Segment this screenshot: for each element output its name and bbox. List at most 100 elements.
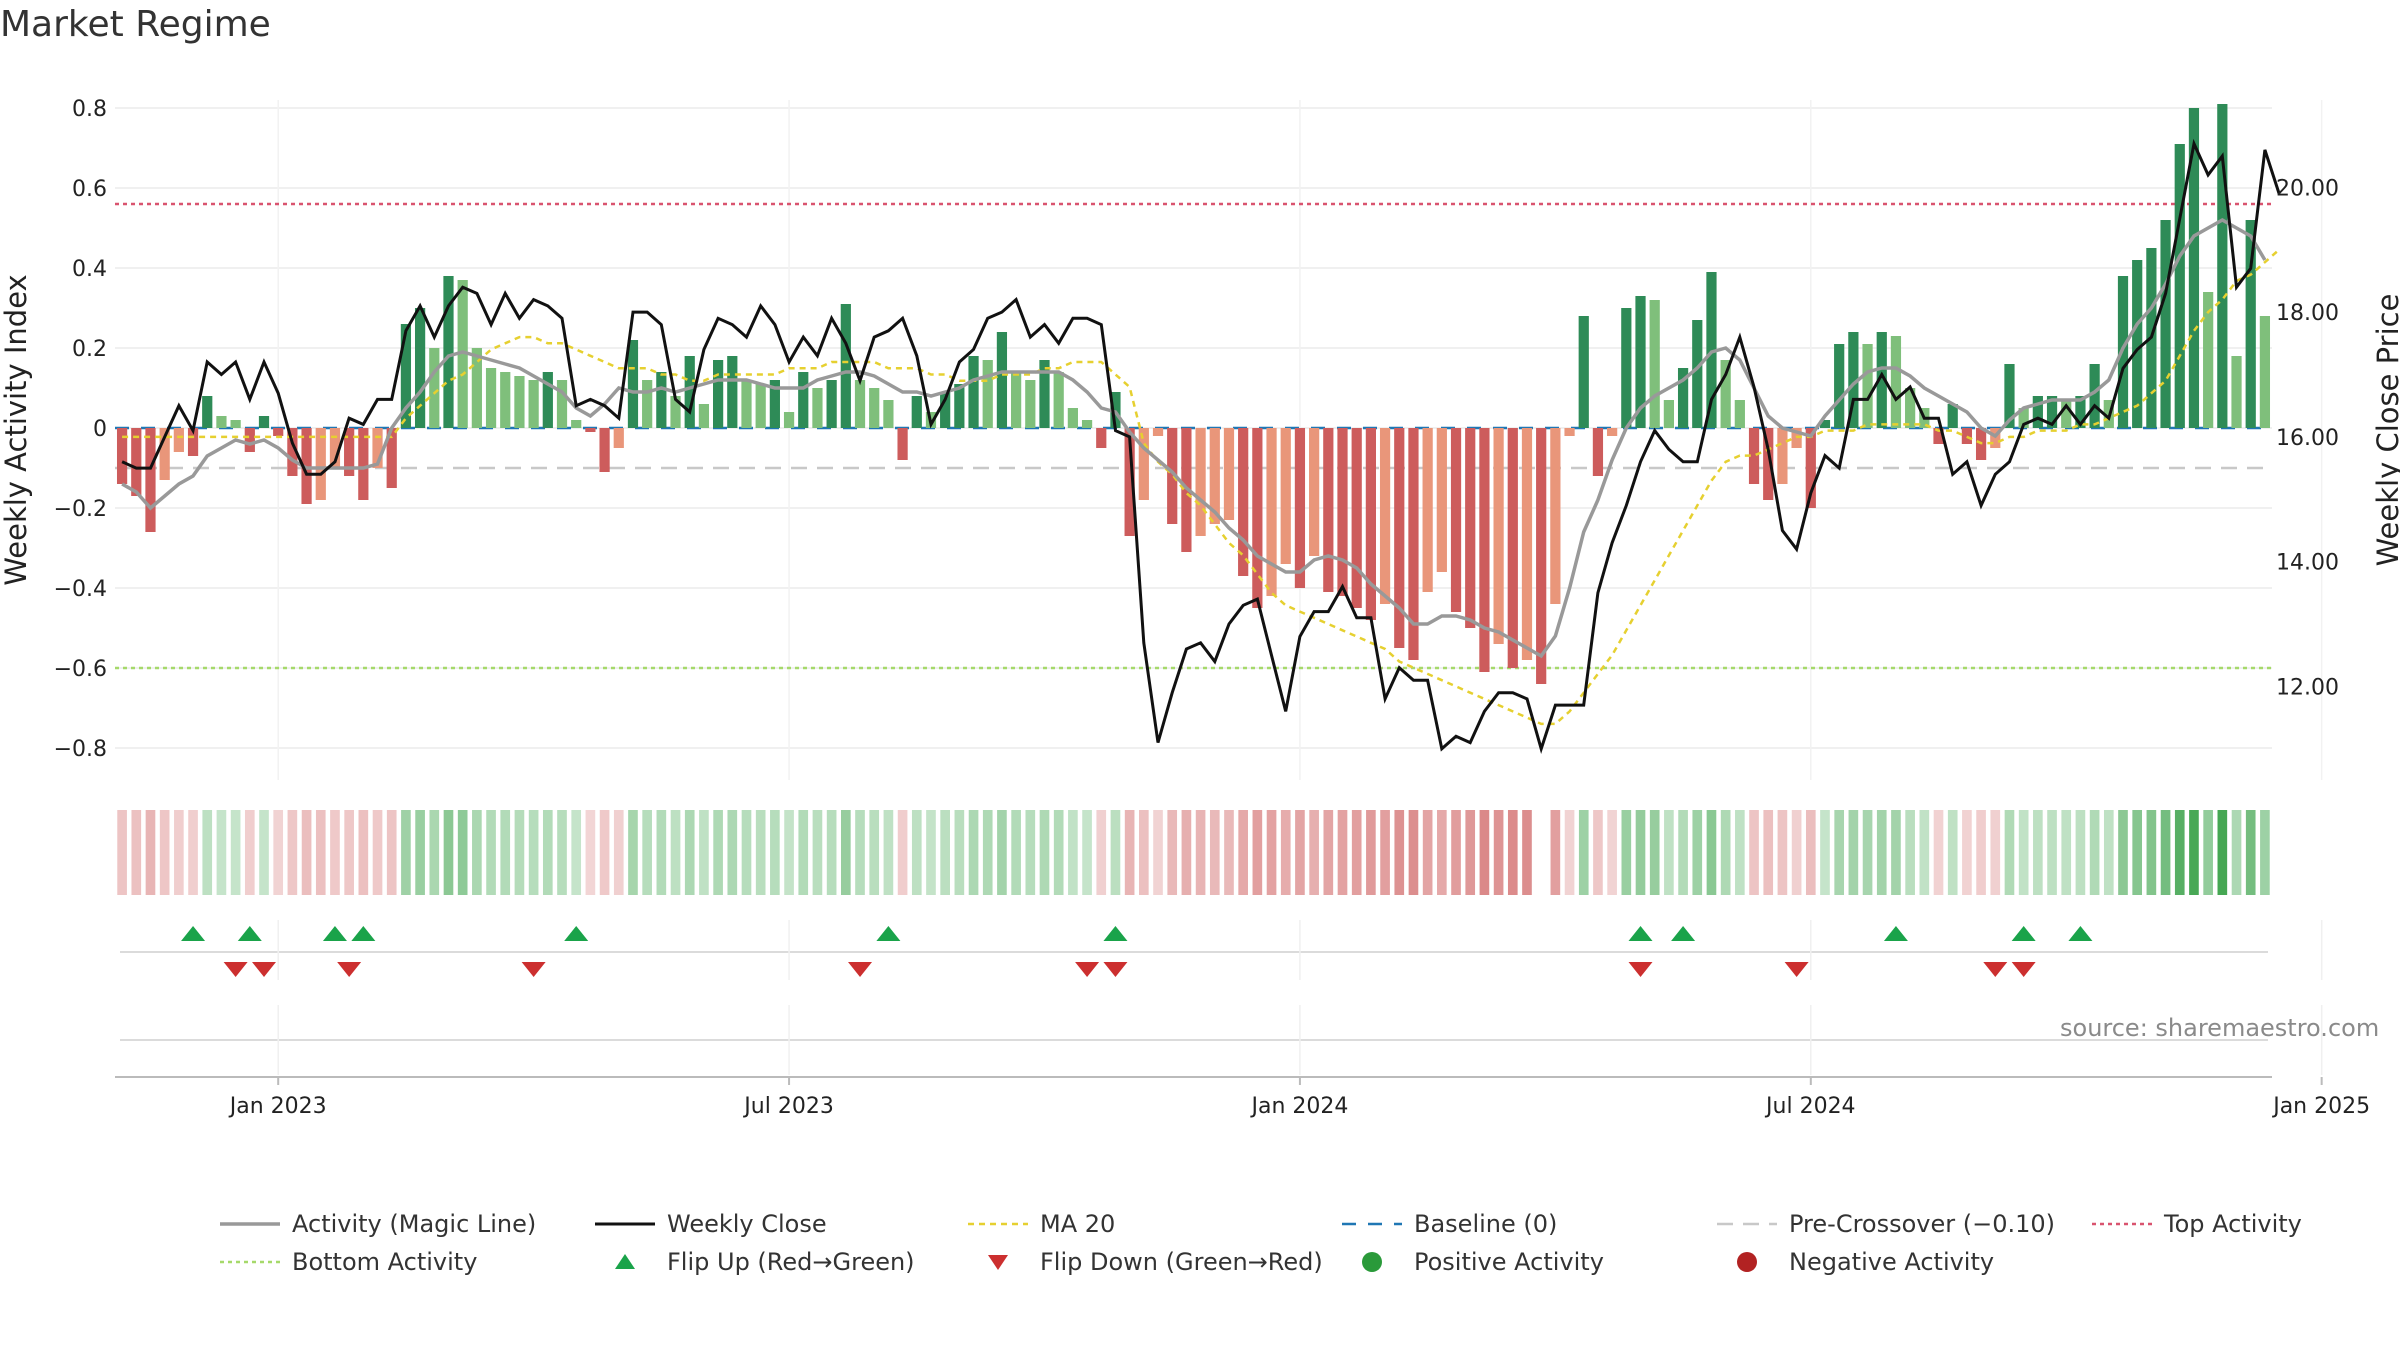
activity-bar <box>783 412 795 428</box>
activity-bar <box>897 428 908 460</box>
grid <box>115 100 2323 780</box>
regime-strip-cell <box>1209 810 1220 895</box>
activity-bar <box>2004 364 2015 428</box>
regime-strip-cell <box>2103 810 2114 895</box>
y-tick-label: −0.4 <box>54 577 107 602</box>
regime-strip-cell <box>528 810 539 895</box>
regime-strip-cell <box>670 810 681 895</box>
activity-bar <box>230 420 241 428</box>
regime-strip-cell <box>386 810 397 895</box>
activity-bar <box>528 380 539 428</box>
activity-bar <box>2174 144 2185 428</box>
activity-bar <box>372 428 383 468</box>
regime-strip-cell <box>883 810 894 895</box>
regime-strip-cell <box>2033 810 2043 895</box>
activity-bar <box>2203 292 2214 428</box>
regime-strip-cell <box>301 810 312 895</box>
activity-bar <box>1309 428 1320 556</box>
activity-bar <box>869 388 880 428</box>
reference-lines <box>115 202 2272 670</box>
regime-strip-cell <box>940 810 950 895</box>
y2-tick-label: 16.00 <box>2276 426 2339 451</box>
regime-strip-cell <box>1834 810 1845 895</box>
activity-bar <box>1763 428 1774 500</box>
regime-strip-cell <box>1195 810 1206 895</box>
regime-strip-cell <box>911 810 922 895</box>
y2-tick-label: 18.00 <box>2276 301 2339 326</box>
series-lines <box>121 138 2281 754</box>
regime-strip-cell <box>1039 810 1050 895</box>
activity-bar <box>1011 372 1022 428</box>
activity-bar <box>1422 428 1433 592</box>
activity-bar <box>1280 428 1291 564</box>
regime-strip-cell <box>1990 810 2001 895</box>
activity-bar <box>273 428 284 436</box>
activity-bar <box>1195 428 1206 536</box>
flip-up-marker <box>181 926 206 941</box>
flip-up-marker <box>237 926 262 941</box>
regime-strip-cell <box>897 810 908 895</box>
activity-bar <box>840 304 851 428</box>
regime-strip-cell <box>1791 810 1802 895</box>
regime-strip-cell <box>1295 810 1305 895</box>
activity-bar <box>344 428 355 476</box>
regime-strip-cell <box>1763 810 1774 895</box>
activity-bar <box>812 388 823 428</box>
activity-bar <box>500 372 511 428</box>
activity-bar <box>1266 428 1277 596</box>
regime-strip-cell <box>401 810 411 895</box>
regime-strip-cell <box>1167 810 1178 895</box>
flip-up-marker <box>1883 926 1908 941</box>
regime-strip-cell <box>1593 810 1603 895</box>
regime-strip-cell <box>1578 810 1589 895</box>
regime-strip <box>117 810 2270 895</box>
regime-strip-cell <box>330 810 340 895</box>
activity-bar <box>358 428 369 500</box>
regime-strip-cell <box>798 810 809 895</box>
regime-strip-cell <box>117 810 127 895</box>
activity-bar <box>769 380 780 428</box>
regime-strip-cell <box>1919 810 1930 895</box>
regime-strip-cell <box>812 810 823 895</box>
activity-bar <box>2160 220 2171 428</box>
activity-bar <box>315 428 326 500</box>
activity-bar <box>1081 420 1093 428</box>
activity-bar <box>2217 104 2228 428</box>
regime-strip-cell <box>1394 810 1405 895</box>
regime-strip-cell <box>259 810 269 895</box>
activity-bar <box>1252 428 1263 608</box>
regime-strip-cell <box>159 810 170 895</box>
x-tick-label: Jan 2025 <box>2271 1094 2370 1119</box>
flip-down-marker <box>1784 962 1809 977</box>
regime-strip-cell <box>1493 810 1504 895</box>
regime-strip-cell <box>1266 810 1277 895</box>
regime-strip-cell <box>372 810 383 895</box>
regime-strip-cell <box>755 810 766 895</box>
chart-title: Market Regime <box>0 4 271 45</box>
activity-bar <box>571 420 582 428</box>
x-tick-label: Jul 2023 <box>742 1094 834 1119</box>
activity-bar <box>1635 296 1646 428</box>
regime-strip-cell <box>1522 810 1532 895</box>
regime-strip-cell <box>557 810 567 895</box>
regime-strip-cell <box>2146 810 2157 895</box>
activity-bar <box>1067 408 1078 428</box>
activity-bar <box>1294 428 1306 588</box>
flip-up-marker <box>564 926 589 941</box>
regime-strip-cell <box>1479 810 1490 895</box>
activity-bar <box>1706 272 1717 428</box>
regime-strip-cell <box>2132 810 2143 895</box>
regime-strip-cell <box>1635 810 1646 895</box>
activity-bar <box>414 308 426 428</box>
regime-strip-cell <box>344 810 354 895</box>
activity-bar <box>642 380 653 428</box>
regime-strip-cell <box>1876 810 1887 895</box>
regime-strip-cell <box>244 810 255 895</box>
activity-bar <box>1209 428 1220 524</box>
activity-bar <box>1323 428 1334 592</box>
regime-strip-cell <box>1720 810 1731 895</box>
regime-strip-cell <box>1848 810 1859 895</box>
regime-strip-cell <box>1068 810 1078 895</box>
activity-bar <box>1692 320 1703 428</box>
flip-up-marker <box>351 926 376 941</box>
